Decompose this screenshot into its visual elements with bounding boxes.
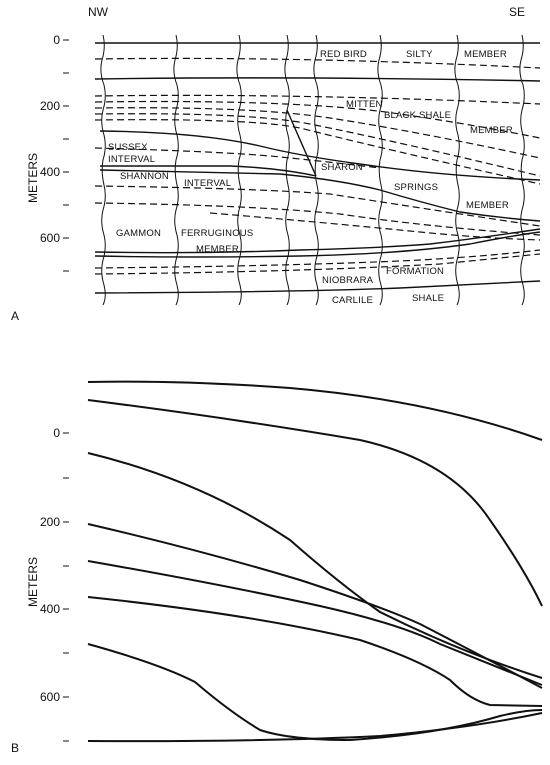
label-mitten: MITTEN xyxy=(346,99,383,110)
label-shale: SHALE xyxy=(412,293,444,304)
axis-title-a: METERS xyxy=(26,153,40,203)
restored-line-7 xyxy=(87,643,543,742)
tick-label-a-0: 0 xyxy=(53,33,60,47)
well-logs xyxy=(100,34,525,306)
label-ferruginous: FERRUGINOUS xyxy=(181,228,253,239)
restored-line-4 xyxy=(87,523,543,689)
horizon-sharon-base xyxy=(99,169,541,222)
restored-line-6 xyxy=(87,596,543,707)
panel-a-label: A xyxy=(11,309,19,323)
dash-3 xyxy=(94,100,541,139)
horizon-shannon-top xyxy=(100,165,317,177)
dash-10 xyxy=(209,212,541,241)
dash-8 xyxy=(94,185,541,227)
label-silty: SILTY xyxy=(406,49,433,60)
direction-nw: NW xyxy=(88,5,109,19)
dashed-horizons xyxy=(94,57,541,275)
dash-2 xyxy=(94,94,541,105)
restored-horizons xyxy=(87,380,543,743)
well-log-6 xyxy=(377,34,383,306)
dash-6 xyxy=(94,119,541,185)
well-log-2 xyxy=(173,34,179,306)
dash-1 xyxy=(94,57,541,69)
horizon-sussex-top xyxy=(99,130,541,181)
well-log-8 xyxy=(519,34,525,306)
axis-a-ticks: 0 200 400 600 xyxy=(40,33,69,272)
well-log-7 xyxy=(454,34,460,306)
well-log-1 xyxy=(100,34,106,306)
label-gammon: GAMMON xyxy=(116,228,161,239)
panel-b: METERS 0 200 400 600 xyxy=(11,380,543,755)
dash-9 xyxy=(94,202,541,236)
tick-label-a-400: 400 xyxy=(40,165,60,179)
label-sharon: SHARON xyxy=(321,162,363,173)
horizon-niobrara-top xyxy=(94,231,541,258)
axis-title-b: METERS xyxy=(26,557,40,607)
axis-b-ticks: 0 200 400 600 xyxy=(40,426,69,742)
tick-label-b-400: 400 xyxy=(40,602,60,616)
horizon-red-bird-base xyxy=(94,77,541,82)
well-log-3 xyxy=(236,34,242,306)
well-log-5 xyxy=(313,34,319,306)
solid-horizons xyxy=(94,42,541,294)
restored-line-1 xyxy=(87,380,543,441)
tick-label-b-600: 600 xyxy=(40,690,60,704)
panel-a: NW SE METERS 0 200 400 600 xyxy=(11,5,541,323)
label-sharon-member: MEMBER xyxy=(466,200,509,211)
label-black-shale: BLACK SHALE xyxy=(384,110,451,121)
label-springs: SPRINGS xyxy=(394,182,438,193)
direction-se: SE xyxy=(509,5,525,19)
tick-label-b-0: 0 xyxy=(53,426,60,440)
label-shannon: SHANNON xyxy=(120,171,169,182)
well-log-4 xyxy=(284,34,290,306)
restored-line-2 xyxy=(87,399,543,607)
formation-labels: RED BIRD SILTY MEMBER MITTEN BLACK SHALE… xyxy=(108,49,513,306)
label-sussex-interval: INTERVAL xyxy=(108,154,155,165)
label-gammon-member: MEMBER xyxy=(196,244,239,255)
label-sussex: SUSSEX xyxy=(108,142,148,153)
horizon-niobrara-base xyxy=(94,280,541,294)
label-red-bird: RED BIRD xyxy=(320,49,367,60)
restored-line-8 xyxy=(87,712,543,743)
label-carlile: CARLILE xyxy=(332,295,373,306)
dash-4 xyxy=(94,107,541,159)
label-niobrara: NIOBRARA xyxy=(322,275,374,286)
tick-label-a-600: 600 xyxy=(40,231,60,245)
label-mitten-member: MEMBER xyxy=(470,125,513,136)
tick-label-b-200: 200 xyxy=(40,515,60,529)
restored-line-3 xyxy=(87,452,543,679)
horizon-gammon-base xyxy=(94,228,541,254)
label-red-bird-member: MEMBER xyxy=(464,49,507,60)
horizon-sharon-diagonal xyxy=(286,109,317,177)
label-formation: FORMATION xyxy=(386,266,444,277)
dash-7 xyxy=(94,147,381,169)
restored-line-5 xyxy=(87,560,543,686)
dash-11 xyxy=(94,249,541,269)
dash-5 xyxy=(94,113,541,177)
panel-b-label: B xyxy=(11,741,19,755)
label-shannon-interval: INTERVAL xyxy=(184,178,231,189)
tick-label-a-200: 200 xyxy=(40,99,60,113)
dash-12 xyxy=(94,253,541,275)
